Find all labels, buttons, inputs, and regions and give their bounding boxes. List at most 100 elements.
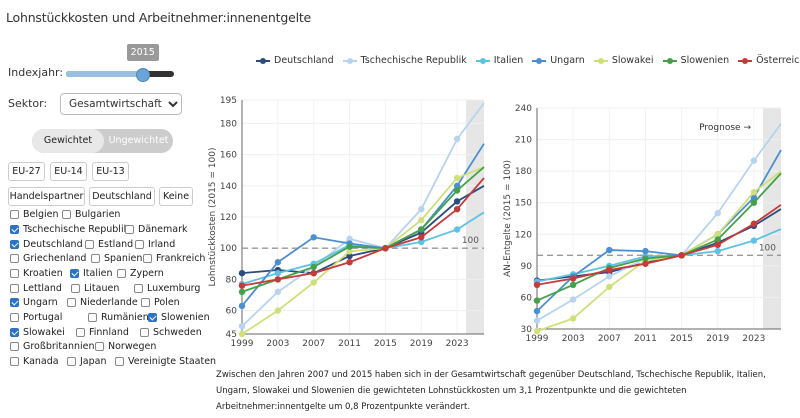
preset-button-deutschland[interactable]: Deutschland [89, 187, 155, 206]
country-checkbox-deutschland[interactable]: Deutschland [10, 239, 83, 250]
group-button-eu13[interactable]: EU-13 [92, 162, 129, 181]
checkbox-icon[interactable] [62, 210, 71, 219]
checkbox-icon[interactable] [10, 210, 19, 219]
checkbox-icon[interactable] [148, 313, 157, 322]
country-checkbox-tschechische-republik[interactable]: Tschechische Republik [10, 224, 129, 235]
data-point [453, 206, 461, 213]
country-checkbox-slowakei[interactable]: Slowakei [10, 327, 65, 338]
legend-label: Tschechische Republik [360, 55, 467, 66]
data-point [453, 182, 461, 189]
country-checkbox-norwegen[interactable]: Norwegen [95, 341, 156, 352]
country-checkbox-ungarn[interactable]: Ungarn [10, 297, 58, 308]
legend-item[interactable]: Slowenien [662, 55, 729, 66]
legend-item[interactable]: Italien [475, 55, 523, 66]
checkbox-icon[interactable] [10, 342, 19, 351]
checkbox-icon[interactable] [10, 240, 19, 249]
country-checkbox-spanien[interactable]: Spanien [91, 253, 142, 264]
country-checkbox-lettland[interactable]: Lettland [10, 283, 62, 294]
y-tick-label: 80 [226, 275, 238, 285]
checkbox-icon[interactable] [117, 269, 126, 278]
country-label: Ungarn [23, 297, 58, 308]
legend-item[interactable]: Österreich [738, 55, 800, 66]
checkbox-icon[interactable] [10, 284, 19, 293]
index-year-slider-handle[interactable] [135, 68, 150, 82]
country-checkbox-schweden[interactable]: Schweden [140, 327, 202, 338]
legend-item[interactable]: Slowakei [593, 55, 654, 66]
data-point [453, 135, 461, 143]
checkbox-icon[interactable] [10, 254, 19, 263]
country-checkbox-litauen[interactable]: Litauen [71, 283, 119, 294]
checkbox-icon[interactable] [141, 298, 150, 307]
country-checkbox-kanada[interactable]: Kanada [10, 356, 59, 367]
legend-swatch [662, 56, 677, 66]
country-checkbox-belgien[interactable]: Belgien [10, 209, 59, 220]
country-checkbox-luxemburg[interactable]: Luxemburg [134, 283, 200, 294]
country-checkbox-slowenien[interactable]: Slowenien [148, 312, 210, 323]
checkbox-icon[interactable] [67, 298, 76, 307]
country-checkbox-polen[interactable]: Polen [141, 297, 180, 308]
sector-select[interactable]: Gesamtwirtschaft [60, 93, 182, 115]
checkbox-icon[interactable] [140, 328, 149, 337]
data-point [606, 246, 613, 254]
preset-button-handelspartner[interactable]: Handelspartner [8, 187, 85, 206]
country-label: Bulgarien [75, 209, 121, 220]
country-checkbox-frankreich[interactable]: Frankreich [143, 253, 205, 264]
preset-button-keine[interactable]: Keine [159, 187, 193, 206]
checkbox-icon[interactable] [76, 328, 85, 337]
legend-item[interactable]: Tschechische Republik [342, 55, 467, 66]
checkbox-icon[interactable] [143, 254, 152, 263]
forecast-band [762, 108, 781, 329]
country-checkbox-portugal[interactable]: Portugal [10, 312, 62, 323]
checkbox-icon[interactable] [115, 357, 124, 366]
checkbox-icon[interactable] [91, 254, 100, 263]
series-line [241, 166, 485, 335]
group-button-eu27[interactable]: EU-27 [8, 162, 45, 181]
checkbox-icon[interactable] [95, 342, 104, 351]
checkbox-icon[interactable] [85, 240, 94, 249]
checkbox-icon[interactable] [135, 240, 144, 249]
data-point [678, 252, 685, 259]
country-checkbox-japan[interactable]: Japan [67, 356, 107, 367]
country-checkbox-dänemark[interactable]: Dänemark [125, 224, 188, 235]
checkbox-icon[interactable] [10, 298, 19, 307]
y-tick-label: 195 [220, 96, 237, 106]
x-tick-label: 2007 [302, 339, 325, 349]
checkbox-icon[interactable] [10, 313, 19, 322]
country-checkbox-bulgarien[interactable]: Bulgarien [62, 209, 120, 220]
checkbox-icon[interactable] [10, 269, 19, 278]
checkbox-icon[interactable] [10, 225, 19, 234]
country-label: Niederlande [80, 297, 138, 308]
data-point [569, 281, 577, 288]
checkbox-icon[interactable] [70, 269, 79, 278]
data-point [714, 236, 721, 243]
data-point [274, 288, 282, 296]
country-checkbox-zypern[interactable]: Zypern [117, 268, 164, 279]
data-point [606, 283, 613, 291]
country-checkbox-finnland[interactable]: Finnland [76, 327, 129, 338]
country-checkbox-großbritannien[interactable]: Großbritannien [10, 341, 95, 352]
checkbox-icon[interactable] [71, 284, 80, 293]
weight-toggle[interactable]: Gewichtet Ungewichtet [32, 129, 173, 153]
legend-item[interactable]: Deutschland [256, 55, 334, 66]
checkbox-icon[interactable] [134, 284, 143, 293]
legend-item[interactable]: Ungarn [532, 55, 585, 66]
country-checkbox-italien[interactable]: Italien [70, 268, 113, 279]
country-checkbox-vereinigte-staaten[interactable]: Vereinigte Staaten [115, 356, 216, 367]
country-label: Finnland [89, 327, 129, 338]
country-label: Schweden [153, 327, 202, 338]
checkbox-icon[interactable] [88, 313, 97, 322]
country-checkbox-irland[interactable]: Irland [135, 239, 175, 250]
country-checkbox-griechenland[interactable]: Griechenland [10, 253, 86, 264]
legend-swatch [256, 56, 270, 66]
checkbox-icon[interactable] [125, 225, 134, 234]
country-checkbox-kroatien[interactable]: Kroatien [10, 268, 63, 279]
weighted-option[interactable]: Gewichtet [32, 129, 104, 153]
unweighted-option[interactable]: Ungewichtet [108, 135, 169, 146]
group-button-eu14[interactable]: EU-14 [50, 162, 87, 181]
country-checkbox-niederlande[interactable]: Niederlande [67, 297, 138, 308]
country-checkbox-rumänien[interactable]: Rumänien [88, 312, 149, 323]
checkbox-icon[interactable] [67, 357, 76, 366]
country-checkbox-estland[interactable]: Estland [85, 239, 133, 250]
checkbox-icon[interactable] [10, 357, 19, 366]
checkbox-icon[interactable] [10, 328, 19, 337]
